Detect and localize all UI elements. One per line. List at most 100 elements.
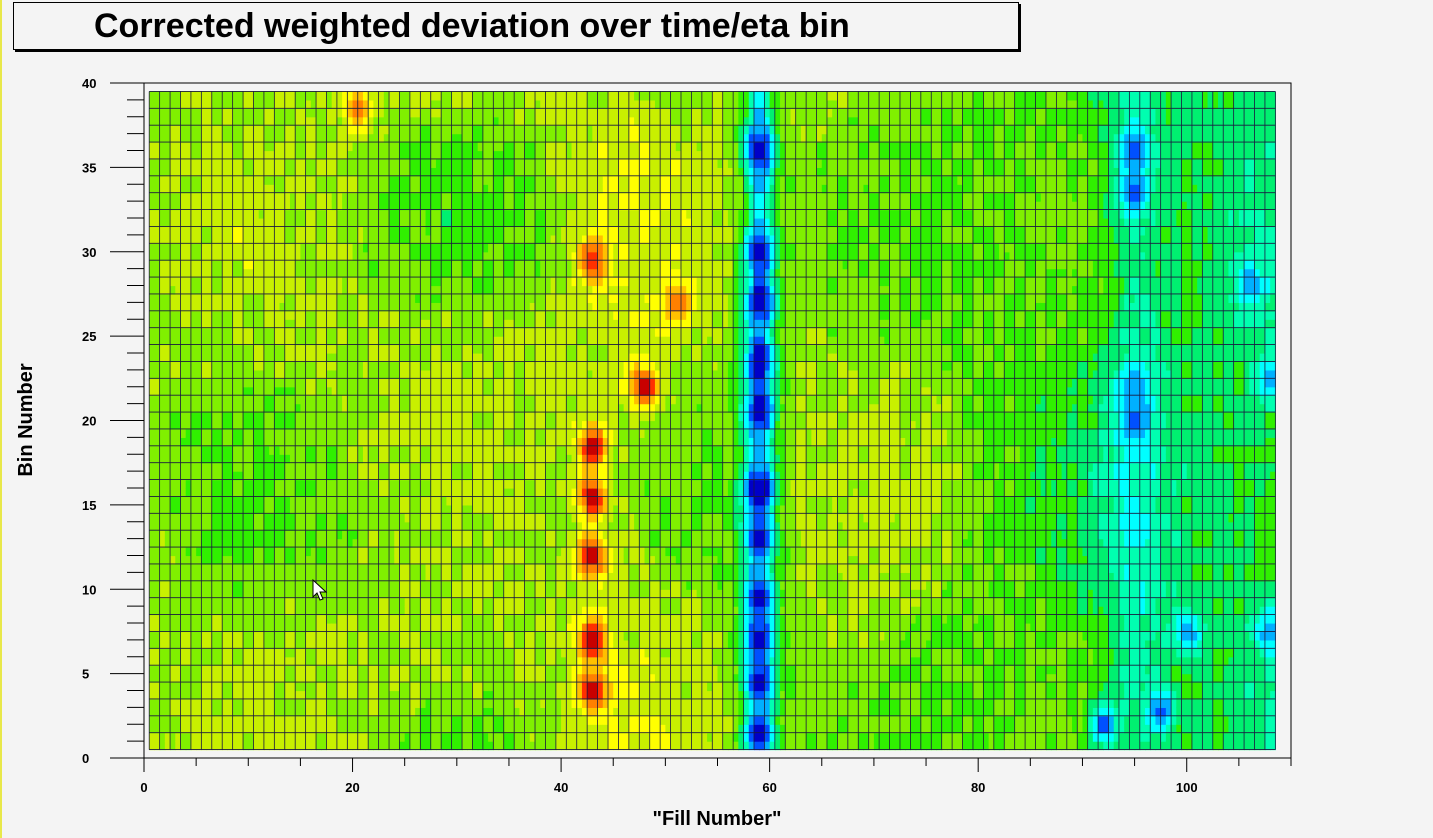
heatmap-cell: [190, 538, 197, 548]
heatmap-cell: [232, 91, 239, 101]
heatmap-cell: [451, 445, 458, 455]
heatmap-cell: [316, 260, 322, 270]
heatmap-cell: [190, 201, 197, 211]
heatmap-cell: [258, 698, 265, 708]
heatmap-cell: [321, 513, 328, 523]
heatmap-cell: [456, 378, 463, 388]
heatmap-cell: [206, 251, 213, 261]
heatmap-cell: [362, 479, 369, 489]
heatmap-cell: [394, 310, 401, 320]
heatmap-cell: [467, 741, 474, 751]
heatmap-cell: [357, 251, 364, 261]
heatmap-cell: [477, 277, 484, 287]
heatmap-cell: [185, 142, 192, 152]
heatmap-cell: [404, 462, 411, 472]
heatmap-cell: [263, 521, 270, 531]
heatmap-cell: [399, 192, 406, 202]
heatmap-cell: [435, 116, 442, 126]
heatmap-cell: [211, 234, 218, 244]
heatmap-cell: [441, 378, 447, 388]
heatmap-cell: [409, 656, 416, 666]
heatmap-cell: [185, 715, 192, 725]
heatmap-cell: [446, 369, 453, 379]
heatmap-cell: [232, 260, 239, 270]
heatmap-cell: [404, 741, 411, 751]
heatmap-cell: [227, 732, 234, 742]
heatmap-cell: [310, 538, 317, 548]
heatmap-cell: [295, 319, 302, 329]
heatmap-cell: [362, 268, 369, 278]
heatmap-cell: [430, 496, 437, 506]
heatmap-cell: [227, 479, 234, 489]
heatmap-cell: [378, 403, 385, 413]
heatmap-cell: [456, 471, 463, 481]
heatmap-cell: [373, 530, 380, 540]
heatmap-cell: [232, 319, 239, 329]
heatmap-cell: [352, 682, 359, 692]
heatmap-cell: [253, 648, 260, 658]
heatmap-cell: [284, 707, 291, 717]
heatmap-cell: [362, 428, 369, 438]
heatmap-cell: [404, 319, 411, 329]
heatmap-cell: [227, 606, 234, 616]
heatmap-cell: [274, 454, 281, 464]
heatmap-cell: [190, 665, 197, 675]
heatmap-cell: [389, 428, 395, 438]
heatmap-cell: [326, 648, 333, 658]
heatmap-cell: [180, 462, 187, 472]
heatmap-cell: [263, 471, 270, 481]
heatmap-cell: [305, 310, 312, 320]
heatmap-cell: [342, 285, 348, 295]
heatmap-cell: [347, 698, 354, 708]
heatmap-cell: [336, 243, 343, 253]
heatmap-cell: [284, 125, 291, 135]
heatmap-cell: [154, 563, 161, 573]
heatmap-cell: [310, 91, 317, 101]
heatmap-cell: [467, 302, 474, 312]
heatmap-cell: [248, 175, 255, 185]
heatmap-cell: [300, 572, 307, 582]
heatmap-cell: [269, 698, 275, 708]
heatmap-cell: [201, 521, 208, 531]
heatmap-cell: [415, 504, 421, 514]
heatmap-cell: [368, 589, 374, 599]
heatmap-cell: [149, 378, 156, 388]
heatmap-cell: [336, 175, 343, 185]
heatmap-cell: [415, 639, 421, 649]
heatmap-cell: [357, 420, 364, 430]
heatmap-cell: [435, 488, 442, 498]
heatmap-cell: [357, 741, 364, 751]
heatmap-cell: [378, 175, 385, 185]
heatmap-cell: [399, 285, 406, 295]
heatmap-cell: [258, 251, 265, 261]
heatmap-cell: [342, 268, 348, 278]
heatmap-cell: [451, 504, 458, 514]
heatmap-cell: [389, 386, 395, 396]
heatmap-cell: [243, 504, 249, 514]
heatmap-cell: [159, 563, 166, 573]
heatmap-cell: [258, 336, 265, 346]
heatmap-cell: [347, 234, 354, 244]
heatmap-cell: [159, 353, 166, 363]
heatmap-cell: [279, 260, 286, 270]
heatmap-cell: [190, 623, 197, 633]
heatmap-cell: [201, 243, 208, 253]
heatmap-cell: [164, 91, 171, 101]
heatmap-cell: [326, 715, 333, 725]
heatmap-cell: [305, 386, 312, 396]
heatmap-cell: [399, 488, 406, 498]
heatmap-cell: [222, 218, 229, 228]
heatmap-cell: [357, 589, 364, 599]
heatmap-cell: [180, 513, 187, 523]
heatmap-cell: [300, 471, 307, 481]
heatmap-cell: [347, 437, 354, 447]
heatmap-cell: [425, 226, 432, 236]
heatmap-cell: [227, 589, 234, 599]
heatmap-cell: [362, 378, 369, 388]
heatmap-cell: [373, 580, 380, 590]
heatmap-cell: [190, 420, 197, 430]
heatmap-cell: [404, 175, 411, 185]
heatmap-cell: [477, 698, 484, 708]
heatmap-cell: [472, 462, 479, 472]
